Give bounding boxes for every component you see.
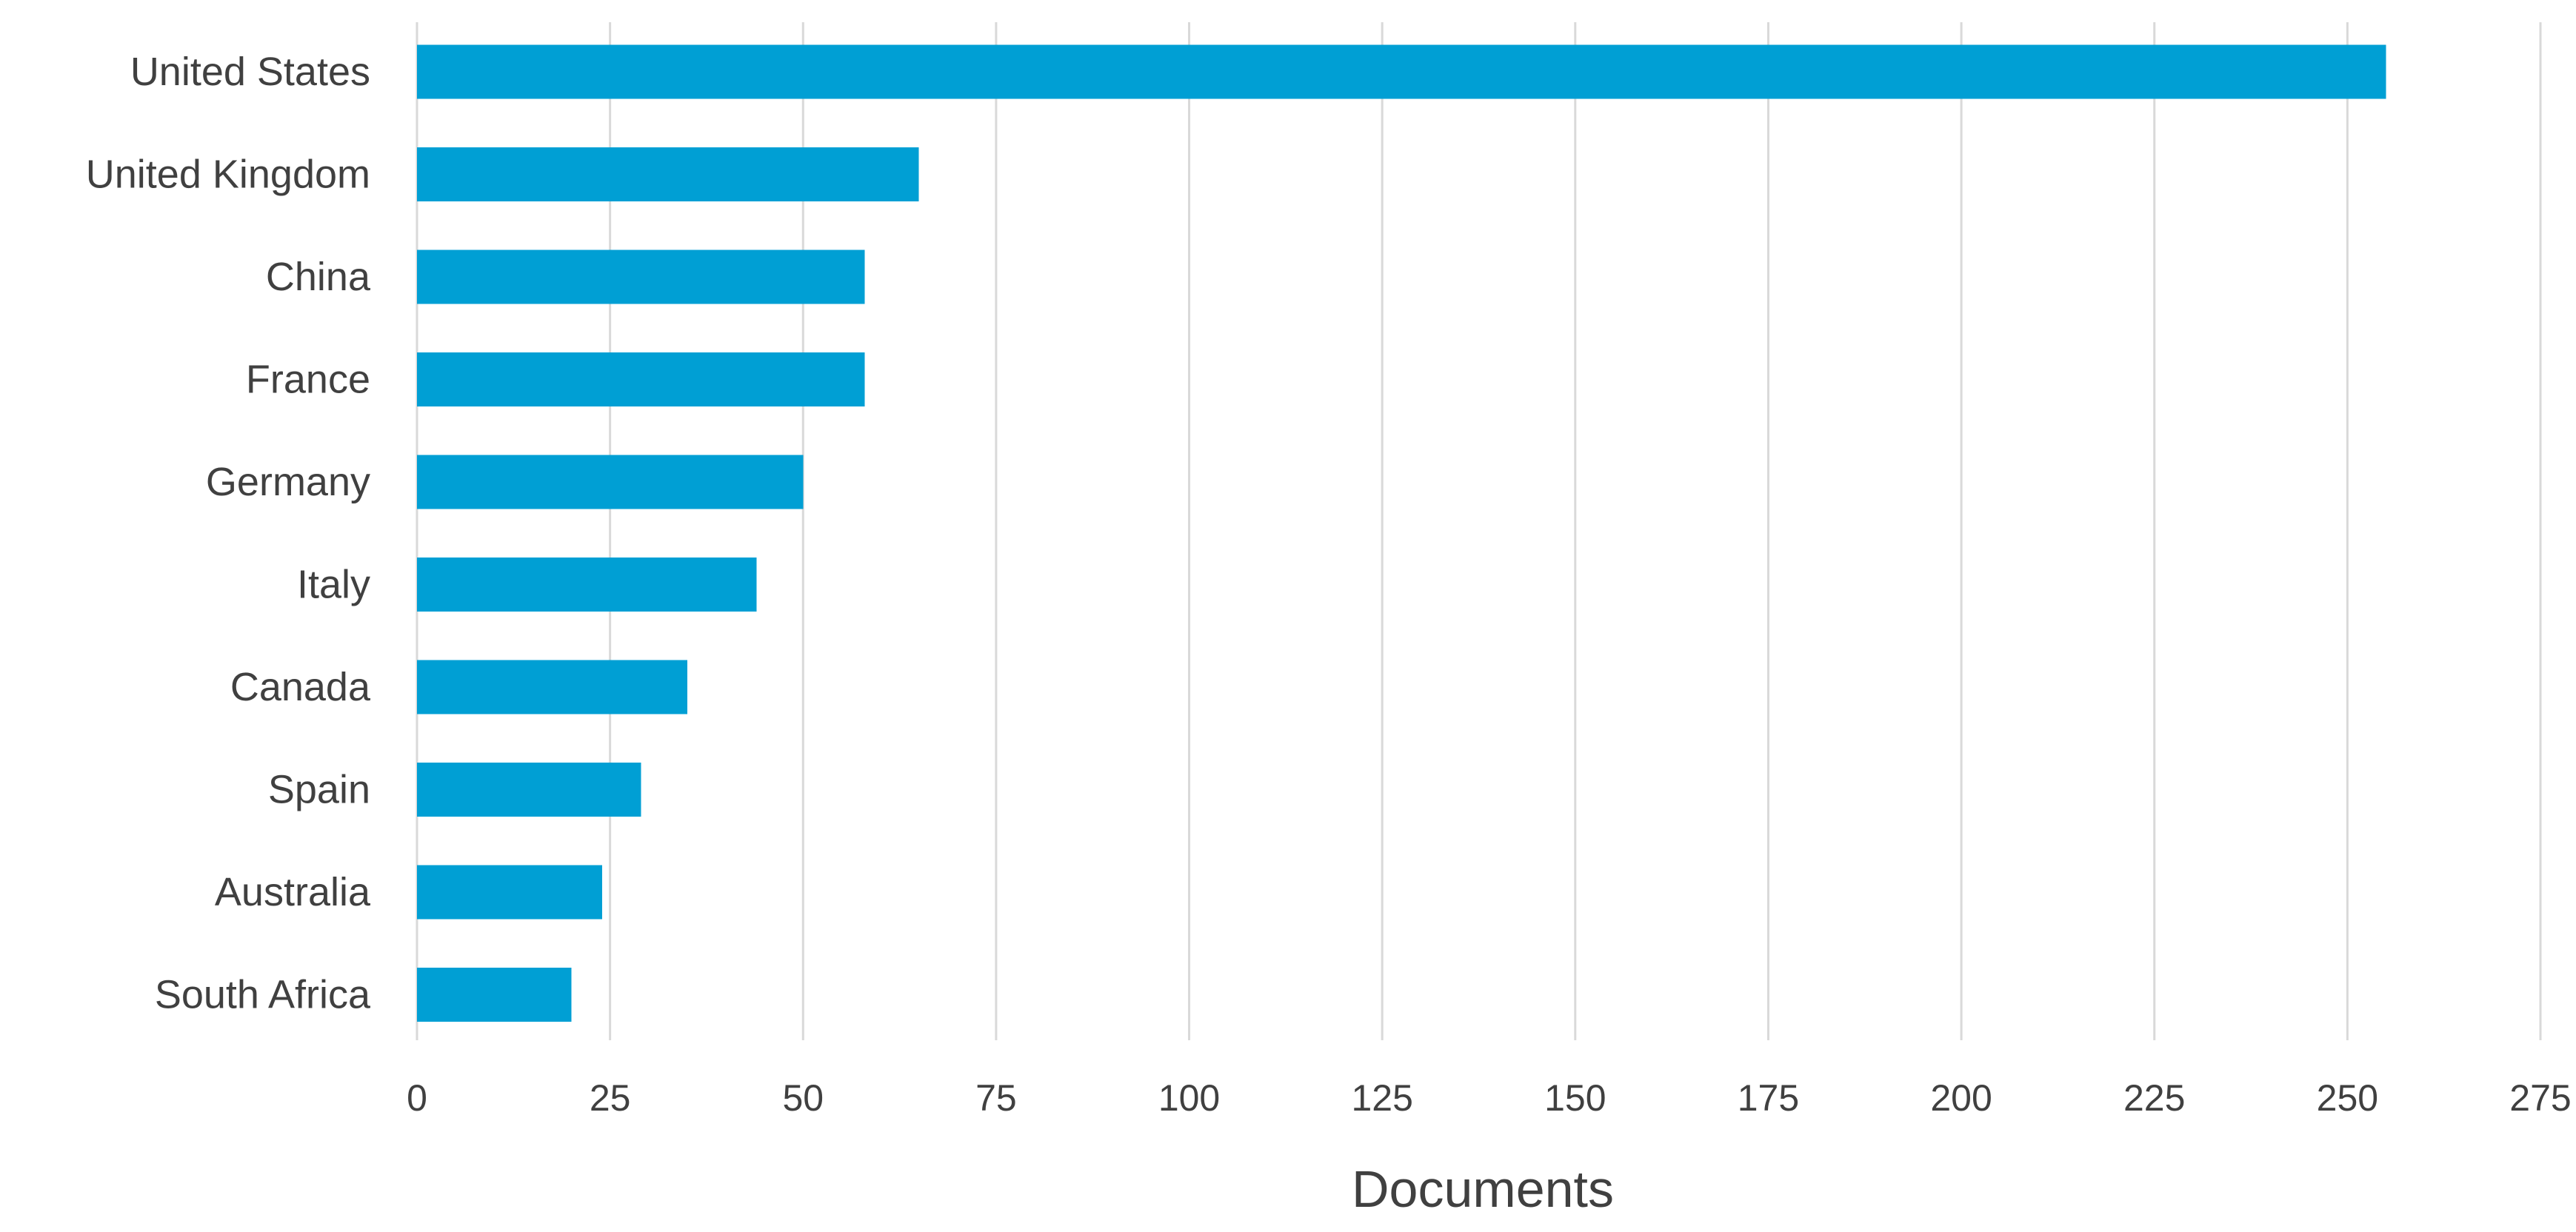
bar-italy (417, 558, 757, 612)
category-label: South Africa (155, 973, 371, 1017)
bar-france (417, 352, 865, 406)
category-label: France (246, 358, 370, 402)
bars (417, 44, 2386, 1022)
category-label: Australia (215, 870, 371, 914)
category-label: Germany (206, 460, 370, 504)
category-labels: United States United Kingdom China France Ge… (86, 50, 371, 1017)
x-tick-label: 75 (975, 1077, 1017, 1119)
bar-china (417, 250, 865, 304)
category-label: United Kingdom (86, 153, 370, 197)
x-axis-title: Documents (1352, 1160, 1614, 1218)
bar-germany (417, 455, 804, 509)
bar-canada (417, 660, 687, 714)
bar-united-states (417, 44, 2386, 99)
bar-south-africa (417, 968, 572, 1022)
category-label: United States (130, 50, 370, 94)
x-tick-label: 125 (1351, 1077, 1412, 1119)
x-tick-label: 175 (1738, 1077, 1799, 1119)
x-tick-label: 50 (782, 1077, 824, 1119)
bar-spain (417, 763, 641, 817)
x-tick-label: 100 (1158, 1077, 1220, 1119)
category-label: China (266, 255, 371, 299)
bar-australia (417, 865, 603, 920)
x-tick-label: 225 (2123, 1077, 2185, 1119)
x-tick-label: 200 (1930, 1077, 1992, 1119)
bar-united-kingdom (417, 147, 919, 201)
x-tick-labels: 0 25 50 75 100 125 150 175 200 225 250 275 (407, 1077, 2572, 1119)
x-tick-label: 250 (2317, 1077, 2378, 1119)
category-label: Spain (268, 768, 370, 812)
category-label: Italy (297, 563, 370, 607)
category-label: Canada (230, 665, 371, 709)
x-tick-label: 25 (590, 1077, 631, 1119)
x-tick-label: 150 (1544, 1077, 1606, 1119)
x-tick-label: 0 (407, 1077, 427, 1119)
x-tick-label: 275 (2509, 1077, 2571, 1119)
